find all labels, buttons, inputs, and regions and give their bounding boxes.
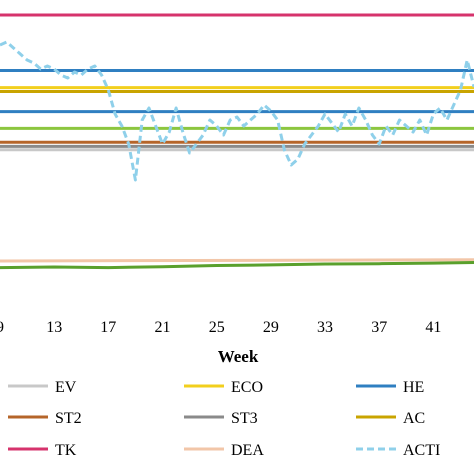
legend-label: HE <box>403 379 424 396</box>
legend-label: ST3 <box>231 410 258 427</box>
x-tick-label: 25 <box>209 319 225 336</box>
legend-item-dea: DEA <box>184 442 264 459</box>
legend-item-tk: TK <box>8 442 77 459</box>
x-tick-label: 29 <box>263 319 279 336</box>
legend-label: ACTI <box>403 442 440 459</box>
legend-item-st2: ST2 <box>8 410 82 427</box>
x-tick-label: 13 <box>46 319 62 336</box>
x-tick-label: 41 <box>425 319 441 336</box>
x-tick-label: 9 <box>0 319 4 336</box>
legend-item-he: HE <box>356 379 424 396</box>
series-line-base <box>0 261 474 270</box>
legend-label: TK <box>55 442 77 459</box>
legend: EV ECO HE ST2 ST3 AC TK DEA ACTI <box>8 379 440 459</box>
x-tick-labels: 9 13 17 21 25 29 33 37 41 <box>0 319 441 336</box>
legend-label: ECO <box>231 379 263 396</box>
x-tick-label: 17 <box>100 319 116 336</box>
x-tick-label: 33 <box>317 319 333 336</box>
series-layer <box>0 13 474 270</box>
x-tick-label: 37 <box>371 319 387 336</box>
series-line-acti <box>0 40 474 182</box>
legend-item-eco: ECO <box>184 379 263 396</box>
legend-item-st3: ST3 <box>184 410 258 427</box>
legend-item-ac: AC <box>356 410 425 427</box>
legend-label: AC <box>403 410 425 427</box>
legend-label: EV <box>55 379 77 396</box>
series-line-dea <box>0 258 474 263</box>
legend-item-ev: EV <box>8 379 77 396</box>
legend-label: DEA <box>231 442 264 459</box>
x-tick-label: 21 <box>155 319 171 336</box>
legend-label: ST2 <box>55 410 82 427</box>
legend-item-acti: ACTI <box>356 442 440 459</box>
x-axis-title: Week <box>218 347 259 366</box>
